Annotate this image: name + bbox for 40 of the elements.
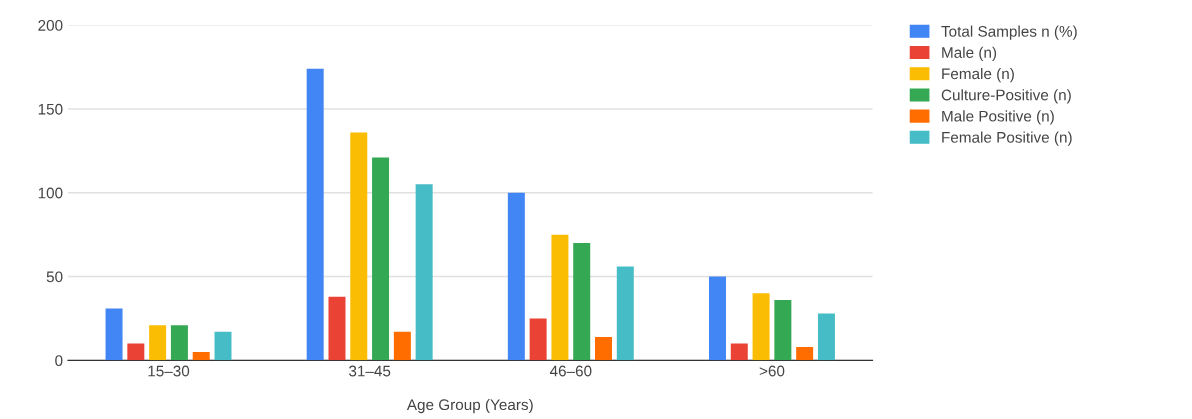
legend-label: Total Samples n (%) — [941, 25, 1077, 40]
bar — [149, 325, 167, 361]
y-tick-label: 200 — [38, 20, 63, 31]
bar — [796, 346, 814, 361]
bar — [192, 351, 210, 361]
bar — [573, 243, 591, 361]
y-tick-label: 50 — [46, 271, 63, 283]
legend-label: Male (n) — [942, 46, 997, 61]
bar — [127, 343, 145, 361]
bar — [529, 318, 547, 361]
bar — [817, 313, 835, 361]
bar — [306, 68, 324, 361]
x-tick-label: 31–45 — [349, 365, 391, 377]
bar — [350, 132, 368, 361]
bar — [708, 276, 726, 361]
legend-label: Male Positive (n) — [942, 110, 1054, 125]
bar — [752, 293, 770, 361]
bar — [551, 234, 569, 361]
x-axis-title: Age Group (Years) — [406, 398, 533, 414]
bar — [372, 157, 390, 361]
y-tick-label: 150 — [38, 103, 63, 115]
bar — [328, 296, 346, 361]
bar — [507, 192, 525, 361]
y-tick-label: 0 — [55, 355, 63, 367]
legend-label: Female (n) — [942, 67, 1014, 83]
legend-label: Culture-Positive (n) — [941, 89, 1071, 104]
bar — [393, 331, 411, 361]
x-tick-label: >60 — [759, 365, 785, 377]
bar — [170, 325, 188, 361]
y-tick-label: 100 — [38, 187, 63, 199]
bar — [616, 266, 634, 361]
bar — [730, 343, 748, 361]
bar — [415, 184, 433, 361]
x-tick-label: 15–30 — [148, 365, 190, 377]
x-tick-label: 46–60 — [549, 365, 592, 377]
bar — [774, 300, 792, 361]
legend-label: Female Positive (n) — [942, 131, 1072, 146]
bar — [595, 336, 612, 361]
bar — [214, 331, 232, 361]
bar — [105, 308, 123, 361]
